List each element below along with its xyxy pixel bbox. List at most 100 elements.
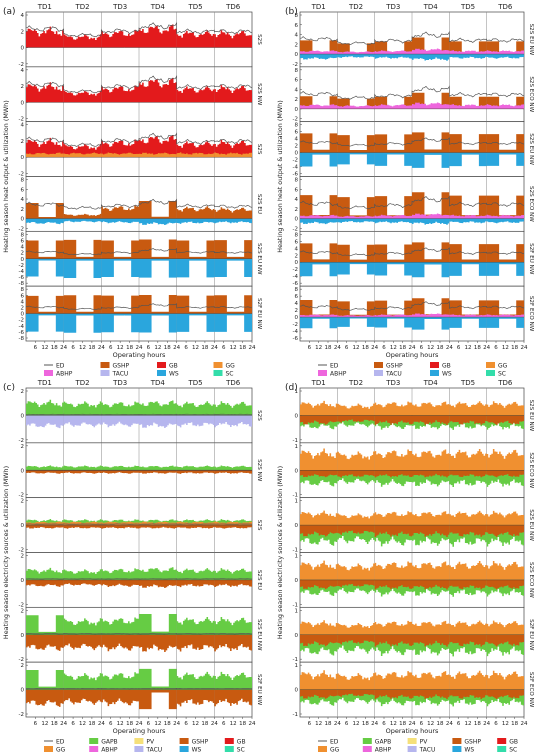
legend-label: WS bbox=[169, 371, 179, 378]
series-gshp-area bbox=[26, 240, 64, 259]
x-tick-label: 12 bbox=[390, 345, 397, 351]
series-gb-area bbox=[139, 24, 177, 48]
series-abhp-area bbox=[412, 48, 450, 55]
legend-item: ABHP bbox=[362, 746, 392, 754]
series-gshp-area bbox=[337, 525, 375, 535]
row-label: S2S ECO NW bbox=[528, 452, 534, 488]
x-axis-title: Operating hours bbox=[113, 727, 166, 735]
x-tick-label: 6 bbox=[382, 721, 386, 727]
legend-label: ABHP bbox=[330, 371, 347, 378]
legend-swatch bbox=[374, 370, 383, 376]
x-tick-label: 24 bbox=[60, 721, 67, 727]
series-gapb-area bbox=[214, 568, 252, 580]
legend-swatch bbox=[362, 738, 372, 744]
series-gapb-area bbox=[214, 671, 252, 690]
y-tick-label: 2 bbox=[21, 608, 25, 614]
series-gshp-area bbox=[337, 470, 375, 478]
series-tacu-area bbox=[63, 415, 102, 428]
x-tick-label: 6 bbox=[34, 721, 38, 727]
series-abhp-area bbox=[486, 104, 524, 109]
x-tick-label: 24 bbox=[173, 721, 180, 727]
series-ws-area bbox=[176, 313, 215, 332]
series-gshp-area bbox=[412, 634, 450, 647]
legend-label: WS bbox=[464, 747, 474, 754]
series-gshp-area bbox=[101, 634, 139, 652]
series-gshp-area bbox=[214, 470, 252, 474]
series-ws-area bbox=[337, 54, 375, 58]
legend-swatch bbox=[224, 738, 234, 744]
series-gg-area bbox=[449, 620, 487, 635]
row-label: S2S ECO NW bbox=[528, 76, 534, 112]
legend-item: GSHP bbox=[100, 362, 129, 370]
td-label: TD6 bbox=[497, 3, 513, 11]
series-gshp-area bbox=[176, 525, 215, 529]
legend-item: WS bbox=[430, 370, 452, 378]
legend-label: WS bbox=[192, 747, 202, 754]
legend-label: ED bbox=[330, 363, 339, 370]
legend-label: WS bbox=[442, 371, 452, 378]
series-ed-line bbox=[299, 137, 525, 147]
legend-label: GB bbox=[509, 739, 518, 746]
y-tick-label: -2 bbox=[293, 267, 298, 273]
series-ws-area bbox=[63, 218, 102, 223]
panel-letter: (c) bbox=[3, 383, 15, 393]
y-tick-label: 8 bbox=[21, 232, 25, 238]
y-axis-title: Heating season heat output & utilization… bbox=[276, 100, 284, 252]
row-label: S2S bbox=[256, 34, 262, 45]
x-tick-label: 24 bbox=[98, 345, 105, 351]
series-ws-area bbox=[26, 258, 64, 277]
series-abhp-area bbox=[374, 214, 412, 219]
series-gshp-area bbox=[412, 132, 450, 153]
y-tick-label: 0 bbox=[295, 151, 299, 157]
series-ed-line bbox=[299, 31, 525, 46]
series-ws-area bbox=[337, 317, 375, 327]
series-gb-area bbox=[214, 30, 252, 48]
panel-c: (c) TD1 TD2 TD3 TD4 TD5 TD6 Heating season elec… bbox=[2, 379, 262, 754]
series-gshp-area bbox=[449, 579, 487, 590]
x-tick-label: 6 bbox=[71, 345, 75, 351]
series-ws-area bbox=[337, 262, 375, 275]
series-abhp-area bbox=[412, 213, 450, 219]
series-gapb-area bbox=[214, 617, 252, 635]
legend-item: TACU bbox=[374, 370, 402, 378]
series-gg-area bbox=[412, 561, 450, 580]
row-label: S2F ECO NW bbox=[528, 672, 534, 708]
y-tick-label: -2 bbox=[293, 117, 298, 123]
x-tick-label: 12 bbox=[192, 345, 199, 351]
subplot-row: 2 0 -2 S2S NW bbox=[19, 442, 262, 499]
series-gb-area bbox=[63, 34, 102, 48]
subplot-row: 1 0 -1 S2S ECO NW bbox=[293, 552, 534, 608]
series-gshp-area bbox=[101, 525, 139, 529]
series-gb-area bbox=[176, 30, 215, 48]
series-abhp-area bbox=[300, 104, 338, 109]
x-tick-label: 12 bbox=[465, 345, 472, 351]
series-gshp-area bbox=[374, 470, 412, 478]
x-tick-label: 12 bbox=[390, 721, 397, 727]
series-gapb-area bbox=[176, 671, 215, 690]
series-ws-area bbox=[139, 313, 177, 333]
y-tick-label: 4 bbox=[295, 33, 299, 39]
series-gshp-area bbox=[449, 470, 487, 478]
x-tick-label: 18 bbox=[126, 721, 133, 727]
series-gshp-area bbox=[139, 634, 177, 652]
series-gshp-area bbox=[300, 40, 338, 55]
series-ws-area bbox=[26, 313, 64, 332]
series-gshp-area bbox=[449, 41, 487, 55]
y-tick-label: 8 bbox=[295, 178, 299, 184]
legend-swatch bbox=[224, 746, 234, 752]
row-label: S2S ECO NW bbox=[528, 186, 534, 222]
legend-item: WS bbox=[179, 746, 202, 754]
series-gshp-area bbox=[337, 244, 375, 263]
td-label: TD1 bbox=[311, 3, 326, 11]
series-abhp-area bbox=[449, 314, 487, 318]
legend-item: WS bbox=[157, 370, 179, 378]
series-ws-area bbox=[26, 218, 64, 225]
y-tick-label: 0 bbox=[295, 217, 299, 223]
y-tick-label: -2 bbox=[19, 602, 24, 608]
series-gg-area bbox=[300, 400, 338, 416]
x-tick-label: 18 bbox=[88, 345, 95, 351]
row-label: S2S EU bbox=[256, 570, 262, 590]
series-gshp-area bbox=[300, 525, 338, 537]
series-gapb-area bbox=[139, 567, 177, 580]
